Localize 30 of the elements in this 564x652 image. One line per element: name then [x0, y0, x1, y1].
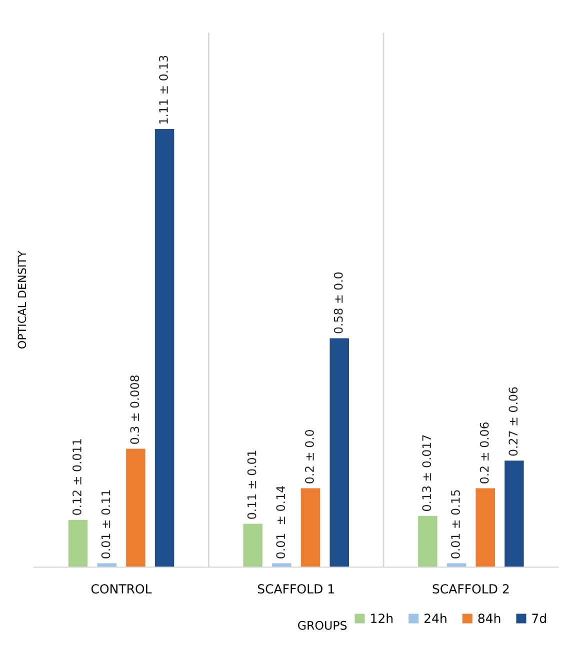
bar — [68, 520, 88, 568]
data-label: 0.3 ± 0.008 — [130, 375, 140, 444]
x-axis-title: GROUPS — [298, 620, 347, 630]
bar — [418, 516, 438, 568]
data-label: 0.2 ± 0.0 — [305, 430, 314, 484]
bar — [476, 488, 495, 568]
data-label: 0.01 ± 0.14 — [276, 486, 286, 558]
x-tick-label: CONTROL — [91, 584, 152, 594]
data-label: 0.12 ± 0.011 — [72, 439, 82, 515]
data-label: 0.01 ± 0.15 — [451, 490, 460, 558]
data-label: 0.2 ± 0.06 — [480, 422, 489, 484]
x-tick-label: SCAFFOLD 2 — [432, 584, 509, 594]
legend-label: 12h — [371, 613, 393, 623]
legend-label: 7d — [532, 613, 546, 624]
legend-label: 24h — [424, 613, 446, 623]
y-axis-title: OPTICAL DENSITY — [18, 250, 26, 348]
legend-label: 84h — [478, 613, 500, 624]
x-tick-label: SCAFFOLD 1 — [258, 584, 334, 594]
bar — [154, 129, 174, 568]
data-label: 1.11 ± 0.13 — [159, 56, 168, 124]
data-label: 0.01 ± 0.11 — [101, 490, 110, 558]
bar — [504, 460, 524, 568]
data-label: 0.27 ± 0.06 — [508, 387, 518, 456]
data-label: 0.58 ± 0.0 — [334, 272, 343, 334]
data-label: 0.11 ± 0.01 — [247, 450, 256, 519]
bar — [330, 338, 349, 568]
data-label: 0.13 ± 0.017 — [422, 435, 432, 511]
bar — [300, 488, 320, 568]
bar — [243, 524, 262, 568]
bar — [126, 448, 146, 568]
